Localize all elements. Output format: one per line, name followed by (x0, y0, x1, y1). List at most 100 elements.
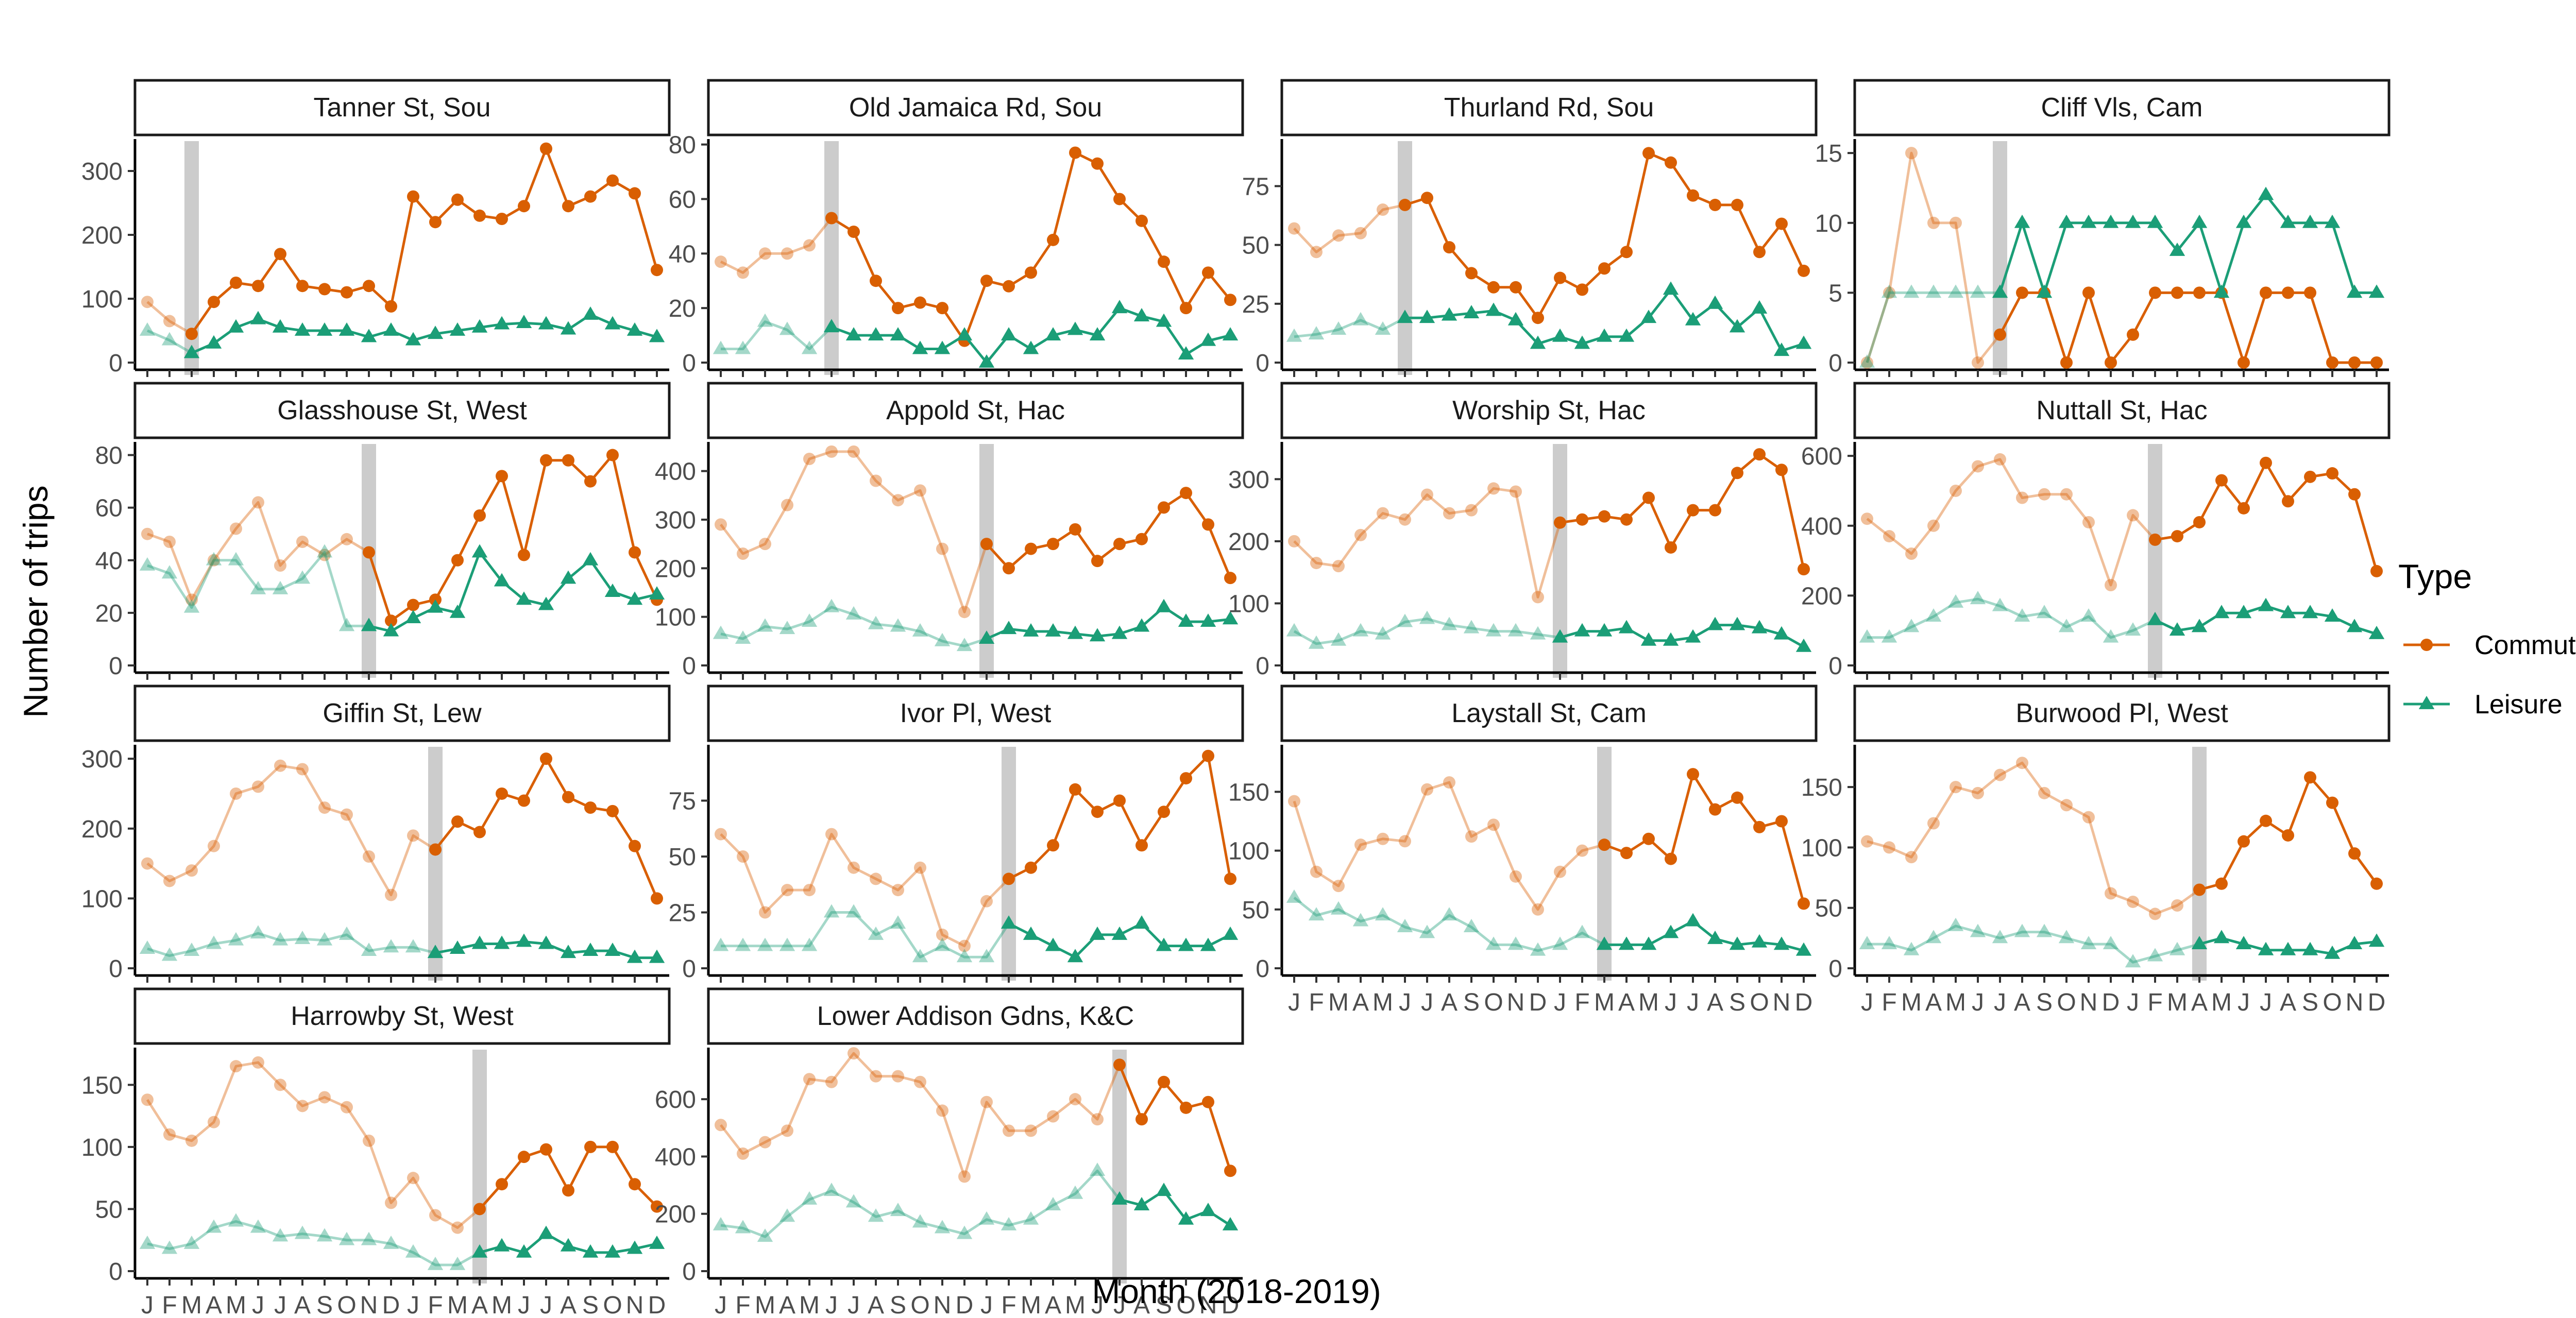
data-point (1861, 356, 1873, 369)
data-point (2014, 608, 2030, 622)
y-tick-label: 50 (669, 844, 696, 871)
data-point (1530, 335, 1546, 349)
data-point (1798, 264, 1810, 277)
legend-key-marker (2418, 696, 2435, 709)
x-tick-label: J (2127, 989, 2139, 1016)
data-point (2348, 356, 2361, 369)
data-point (2058, 930, 2075, 944)
data-point (2169, 622, 2185, 636)
y-tick-label: 15 (1815, 140, 1842, 167)
intervention-band (1002, 747, 1016, 981)
x-tick-label: J (1687, 989, 1699, 1016)
data-point (429, 843, 442, 856)
data-point (230, 1060, 242, 1073)
series-line-pre (720, 217, 833, 274)
x-tick-label: J (2238, 989, 2250, 1016)
data-point (715, 255, 727, 268)
y-tick-label: 50 (95, 1196, 123, 1223)
data-point (250, 1219, 266, 1233)
data-point (1377, 203, 1389, 216)
data-point (183, 599, 200, 613)
data-point (2082, 516, 2095, 528)
data-point (560, 1238, 577, 1252)
data-point (823, 904, 840, 918)
data-point (338, 322, 355, 336)
x-tick-label: M (1021, 1292, 1041, 1318)
data-point (735, 340, 751, 354)
data-point (383, 1235, 399, 1249)
data-point (2346, 936, 2363, 950)
data-point (1463, 620, 1480, 634)
data-point (1465, 504, 1478, 517)
data-point (494, 1238, 510, 1252)
data-point (1352, 623, 1369, 637)
data-point (427, 945, 444, 958)
data-point (1067, 1185, 1083, 1199)
data-point (1618, 620, 1635, 634)
data-point (2014, 923, 2030, 937)
data-point (1665, 156, 1677, 169)
data-point (2082, 811, 2095, 824)
data-point (1530, 626, 1546, 640)
data-point (848, 861, 860, 874)
data-point (1663, 632, 1679, 646)
data-point (494, 573, 510, 587)
data-point (427, 326, 444, 339)
series-leisure (1286, 610, 1812, 652)
data-point (274, 1079, 286, 1091)
data-point (626, 591, 643, 605)
data-point (538, 596, 554, 610)
data-point (294, 570, 311, 584)
data-point (1574, 335, 1590, 349)
data-point (1158, 255, 1170, 268)
data-point (1970, 923, 1986, 937)
data-point (2149, 286, 2161, 299)
data-point (185, 328, 198, 340)
data-point (2368, 625, 2385, 639)
data-point (1224, 872, 1236, 885)
series-line-post (1008, 755, 1232, 880)
data-point (936, 302, 948, 315)
data-point (1023, 926, 1039, 940)
data-point (1903, 284, 1920, 298)
data-point (1596, 936, 1613, 950)
data-point (606, 174, 619, 187)
y-tick-label: 5 (1828, 280, 1842, 307)
data-point (363, 850, 375, 863)
data-point (956, 638, 973, 652)
x-tick-label: N (2346, 989, 2364, 1016)
data-point (361, 943, 377, 956)
data-point (538, 935, 554, 949)
data-point (1178, 613, 1194, 627)
data-point (250, 311, 266, 324)
data-point (230, 787, 242, 800)
y-tick-label: 150 (1228, 779, 1269, 806)
data-point (1883, 841, 1895, 854)
data-point (1178, 937, 1194, 951)
y-tick-label: 200 (655, 1201, 696, 1228)
data-point (183, 345, 200, 358)
data-point (2171, 286, 2183, 299)
y-tick-label: 100 (1801, 834, 1842, 862)
data-point (1133, 308, 1150, 321)
data-point (562, 1184, 574, 1197)
series-line-pre (721, 911, 1010, 958)
facet-panel: Old Jamaica Rd, Sou 0 20 40 60 80 (669, 79, 1244, 377)
data-point (540, 1143, 552, 1156)
data-point (1487, 482, 1500, 495)
data-point (1397, 310, 1413, 323)
series-commute (141, 752, 663, 905)
data-point (494, 316, 510, 330)
series-line-pre (1867, 597, 2156, 639)
data-point (604, 316, 621, 330)
data-point (1620, 246, 1633, 259)
data-point (1202, 266, 1214, 279)
x-tick-label: O (337, 1292, 356, 1318)
data-point (1202, 749, 1214, 762)
data-point (208, 554, 220, 567)
data-point (870, 275, 882, 287)
x-tick-label: N (934, 1292, 952, 1318)
data-point (606, 449, 619, 461)
data-point (1003, 562, 1015, 575)
